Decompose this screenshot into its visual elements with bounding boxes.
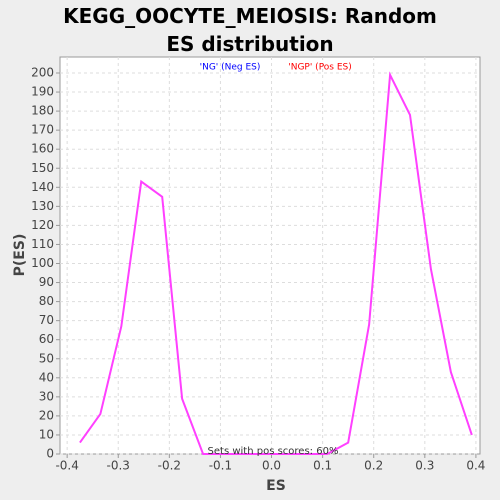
x-tick-label: 0.3	[415, 459, 434, 473]
y-tick-label: 100	[31, 256, 54, 270]
x-tick-label: 0.4	[466, 459, 485, 473]
y-tick-label: 120	[31, 218, 54, 232]
x-tick-label: 0.0	[262, 459, 281, 473]
chart-title: KEGG_OOCYTE_MEIOSIS: Random ES distribut…	[63, 4, 437, 56]
y-tick-label: 90	[39, 275, 54, 289]
legend-entry: 'NGP' (Pos ES)	[288, 63, 352, 73]
y-tick-label: 80	[39, 294, 54, 308]
x-tick-label: -0.1	[209, 459, 232, 473]
y-tick-label: 10	[39, 427, 54, 441]
annotation: Sets with pos scores: 60%	[208, 446, 339, 457]
y-tick-label: 130	[31, 199, 54, 213]
y-tick-label: 50	[39, 351, 54, 365]
y-tick-label: 60	[39, 332, 54, 346]
y-tick-label: 190	[31, 85, 54, 99]
data-line	[79, 71, 473, 455]
plot-area	[59, 56, 481, 455]
y-tick-label: 200	[31, 66, 54, 80]
x-tick-label: -0.4	[55, 459, 78, 473]
y-tick-label: 20	[39, 408, 54, 422]
y-tick-label: 150	[31, 161, 54, 175]
x-tick-label: 0.2	[364, 459, 383, 473]
x-tick-label: -0.2	[158, 459, 181, 473]
y-tick-label: 170	[31, 123, 54, 137]
y-tick-label: 70	[39, 313, 54, 327]
y-tick-label: 140	[31, 180, 54, 194]
x-tick-label: 0.1	[313, 459, 332, 473]
x-axis-label: ES	[266, 478, 286, 494]
y-axis-label: P(ES)	[12, 234, 28, 277]
y-tick-label: 0	[46, 447, 54, 461]
y-tick-label: 160	[31, 142, 54, 156]
y-tick-label: 110	[31, 237, 54, 251]
x-tick-label: -0.3	[107, 459, 130, 473]
y-tick-label: 40	[39, 370, 54, 384]
y-tick-label: 180	[31, 104, 54, 118]
y-tick-label: 30	[39, 389, 54, 403]
legend-entry: 'NG' (Neg ES)	[200, 63, 261, 73]
